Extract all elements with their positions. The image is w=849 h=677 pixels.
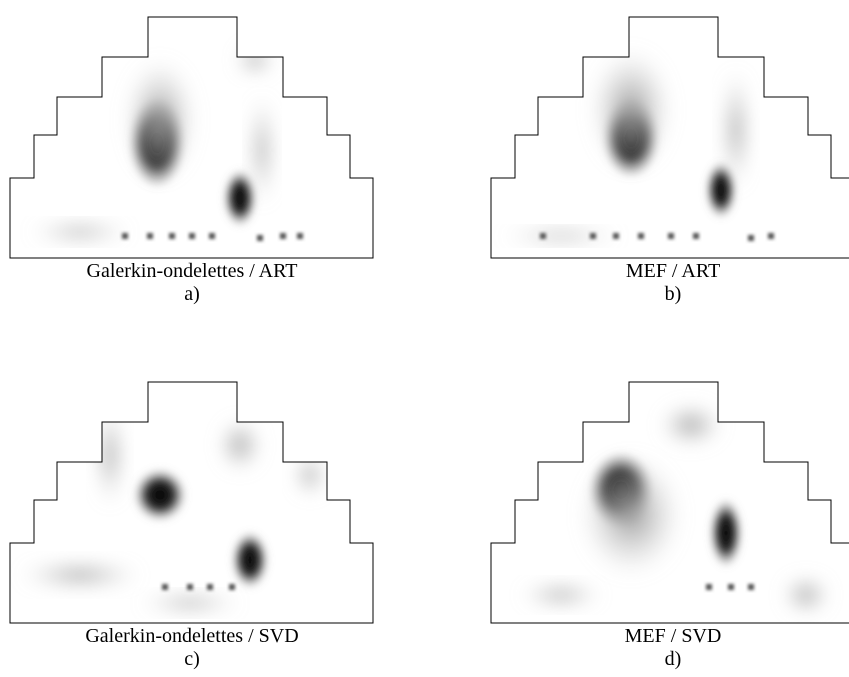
artifact [280,233,286,239]
panel-border [490,16,849,259]
artifact [638,233,644,239]
artifact [167,367,173,373]
intensity-blob [220,420,260,470]
artifact [147,233,153,239]
intensity-blob [224,170,256,226]
artifact [169,233,175,239]
panel-caption: MEF / ART [626,260,720,282]
intensity-blob [724,70,748,190]
artifact [189,233,195,239]
panel-border [9,381,374,624]
intensity-blob [252,95,272,205]
reconstruction-image [501,50,774,242]
artifact [548,442,554,448]
reconstruction-image [30,46,303,241]
intensity-blob [591,50,671,170]
panel-caption: Galerkin-ondelettes / ART [87,260,298,282]
intensity-blob [501,230,621,242]
intensity-blob [20,563,140,587]
artifact [187,584,193,590]
artifact [297,233,303,239]
intensity-blob [140,595,240,611]
panel-caption: MEF / SVD [625,625,722,647]
artifact [590,233,596,239]
artifact [728,584,734,590]
artifact [613,233,619,239]
intensity-blob [125,60,195,180]
artifact [229,584,235,590]
artifact [162,584,168,590]
artifact [693,233,699,239]
intensity-blob [30,224,130,240]
reconstruction-image [20,367,324,611]
artifact [668,233,674,239]
artifact [122,233,128,239]
artifact [748,235,754,241]
panel-border [490,381,849,624]
intensity-blob [237,46,273,74]
panel-caption: Galerkin-ondelettes / SVD [85,625,298,647]
panel-outline [490,16,849,259]
panel-label: a) [184,283,200,305]
artifact [257,235,263,241]
artifact [706,584,712,590]
intensity-blob [784,577,828,613]
reconstruction-image [521,402,828,613]
intensity-blob [661,405,721,445]
intensity-blob [521,585,601,605]
intensity-blob [98,405,122,505]
intensity-blob [710,499,742,567]
artifact [209,233,215,239]
artifact [540,233,546,239]
artifact [728,402,734,408]
artifact [768,233,774,239]
panel-label: c) [184,648,200,670]
intensity-blob [232,532,268,588]
artifact [207,584,213,590]
panel-label: d) [665,648,682,670]
intensity-blob [296,455,324,495]
intensity-blob [134,469,186,521]
panel-label: b) [665,283,682,305]
panel-border [9,16,374,259]
artifact [781,442,787,448]
intensity-blob [581,455,681,575]
artifact [748,584,754,590]
